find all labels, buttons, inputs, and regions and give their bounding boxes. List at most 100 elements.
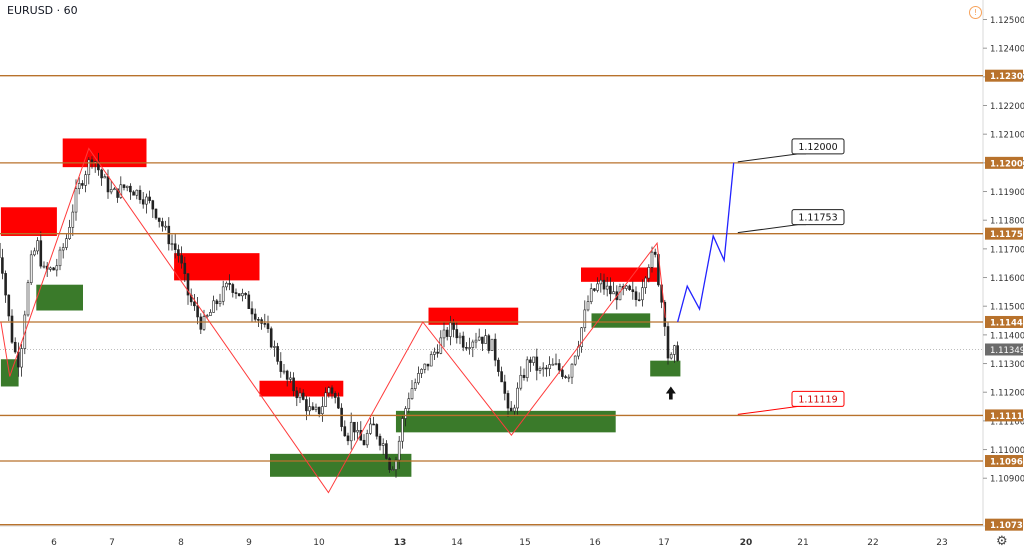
candle-body: [589, 288, 593, 302]
candle-body: [247, 294, 251, 309]
chart-title: EURUSD · 60: [7, 4, 78, 17]
candle-body: [538, 368, 542, 371]
callout-pointer: [737, 153, 806, 163]
candle-body: [183, 262, 187, 275]
callout-pointer: [737, 405, 806, 415]
title-separator: ·: [53, 4, 64, 17]
candle-body: [628, 285, 631, 290]
callout-label: 1.11753: [798, 213, 837, 224]
candle-body: [493, 338, 497, 361]
candle-body: [321, 406, 324, 415]
candle-body: [458, 335, 462, 339]
candle-body: [673, 345, 676, 355]
candle-body: [676, 345, 679, 361]
candle-body: [157, 217, 161, 222]
y-tick-label: 1.12500: [990, 16, 1024, 26]
x-tick-label: 23: [936, 538, 947, 548]
candle-body: [145, 196, 148, 205]
candle-body: [308, 406, 311, 412]
y-tick-label: 1.12400: [990, 45, 1024, 55]
candle-body: [49, 267, 52, 270]
candle-body: [225, 282, 228, 288]
candle-body: [52, 267, 55, 271]
y-tick-label: 1.12100: [990, 131, 1024, 141]
candle-body: [244, 292, 247, 296]
candle-body: [375, 424, 379, 437]
candle-body: [324, 392, 327, 407]
resistance-zone: [581, 267, 658, 282]
candle-body: [205, 315, 209, 317]
candle-body: [474, 339, 478, 343]
level-price-tag: [985, 409, 1023, 422]
candle-body: [154, 208, 158, 219]
candle-body: [151, 200, 155, 210]
candle-body: [381, 443, 385, 446]
candle-body: [186, 273, 190, 296]
candle-body: [273, 346, 276, 348]
candle-body: [570, 363, 574, 378]
candle-body: [305, 399, 308, 412]
candle-body: [551, 363, 555, 366]
candle-body: [148, 196, 151, 201]
candle-body: [71, 211, 75, 228]
candle-body: [199, 316, 203, 330]
candle-body: [7, 294, 11, 317]
candle-body: [20, 348, 23, 368]
candle-body: [234, 292, 238, 294]
support-zone: [0, 359, 19, 387]
candle-body: [215, 300, 219, 305]
candle-body: [580, 327, 583, 348]
gear-icon[interactable]: ⚙: [996, 534, 1008, 549]
x-tick-label: 14: [451, 538, 463, 548]
zigzag-line: [0, 147, 666, 494]
candle-body: [209, 312, 212, 316]
candle-body: [116, 188, 119, 198]
candle-body: [292, 377, 295, 392]
candle-body: [282, 370, 286, 373]
candle-body: [529, 359, 532, 363]
candle-body: [193, 301, 196, 307]
callout-label: 1.11119: [798, 394, 837, 405]
candle-body: [647, 267, 651, 279]
candle-body: [289, 377, 292, 380]
candle-body: [385, 443, 388, 459]
candle-body: [301, 392, 305, 400]
y-tick-label: 1.11200: [990, 389, 1024, 399]
candle-body: [129, 185, 132, 193]
candle-body: [77, 183, 81, 189]
x-tick-label: 13: [394, 538, 407, 548]
candle-body: [586, 301, 590, 311]
candle-body: [84, 174, 87, 186]
candle-body: [625, 285, 628, 289]
candle-body: [401, 418, 404, 442]
candle-body: [426, 363, 430, 367]
x-tick-label: 21: [797, 538, 808, 548]
level-price-label: 1.10738: [990, 521, 1024, 531]
candle-body: [455, 329, 459, 339]
candle-body: [356, 430, 359, 433]
candle-body: [161, 221, 164, 227]
callout-box: [791, 390, 845, 407]
candle-body: [522, 374, 526, 378]
current-price-tag: [985, 343, 1023, 356]
level-price-label: 1.11445: [990, 318, 1024, 328]
candle-body: [250, 308, 254, 315]
candle-body: [487, 335, 491, 351]
candle-body: [343, 426, 347, 437]
y-tick-label: 1.12200: [990, 102, 1024, 112]
candle-body: [135, 189, 139, 196]
candle-body: [333, 393, 337, 398]
candle-body: [33, 250, 36, 256]
exclamation-circle-icon[interactable]: !: [969, 6, 982, 19]
candle-body: [593, 288, 596, 291]
candle-body: [372, 423, 375, 426]
candle-body: [644, 277, 647, 289]
candle-body: [532, 356, 535, 363]
candle-body: [65, 238, 68, 248]
candle-body: [74, 188, 78, 213]
candle-body: [29, 254, 33, 283]
candle-body: [100, 169, 103, 179]
callout-label: 1.12000: [798, 142, 837, 153]
candle-body: [132, 191, 135, 196]
